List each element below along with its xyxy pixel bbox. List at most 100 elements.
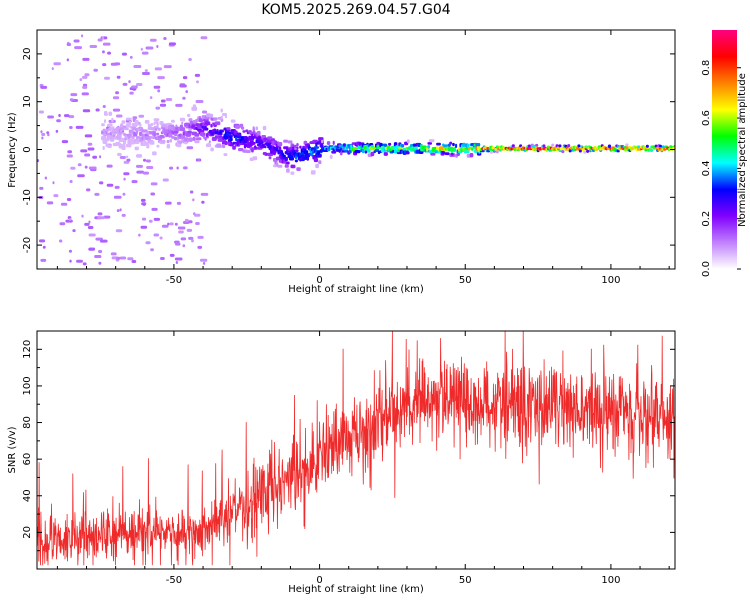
spectrogram-cell: [134, 141, 140, 144]
spectrogram-cell: [66, 197, 72, 201]
spectrogram-cell: [104, 119, 107, 124]
spectrogram-cell: [135, 82, 143, 86]
spectrogram-cell: [236, 142, 239, 146]
spectrogram-cell: [174, 222, 178, 226]
spectrogram-cell: [134, 119, 139, 125]
spectrogram-cell: [145, 46, 154, 50]
spectrogram-cell: [287, 140, 293, 144]
spectrogram-cell: [146, 165, 154, 169]
spectrogram-cell: [283, 154, 286, 158]
spectrogram-cell: [495, 150, 499, 154]
spectrogram-cell: [169, 138, 172, 143]
spectrogram-cell: [169, 253, 175, 257]
spectrogram-cell: [86, 188, 91, 192]
spectrogram-cell: [439, 148, 442, 152]
spectrogram-cell: [441, 151, 446, 155]
spectrogram-cell: [224, 135, 228, 140]
spectrogram-cell: [123, 177, 126, 181]
spectrogram-cell: [195, 221, 200, 225]
spectrogram-cell: [67, 150, 73, 154]
spectrogram-cell: [140, 225, 148, 229]
spectrogram-cell: [245, 129, 249, 133]
snr-x-ticks: -50 0 50 100: [56, 331, 670, 586]
spectrogram-cell: [53, 194, 59, 198]
spectrogram-cell: [69, 217, 72, 221]
spectrogram-cell: [176, 201, 181, 205]
spectrogram-cell: [77, 174, 85, 178]
colorbar-tick-label: 0.6: [701, 110, 712, 126]
spectrogram-cell: [202, 110, 208, 114]
spectrogram-cell: [74, 46, 82, 50]
spectrogram-cell: [561, 150, 565, 154]
spectrogram-cell: [121, 126, 125, 131]
spectrogram-cell: [160, 139, 166, 143]
spectrogram-cell: [150, 248, 154, 252]
spectrogram-cell: [450, 152, 454, 156]
spectrogram-y-tick-label: 10: [22, 95, 33, 108]
spectrogram-cell: [70, 166, 76, 170]
spectrogram-cell: [176, 166, 179, 170]
spectrogram-cell: [119, 256, 127, 260]
spectrogram-cell: [286, 168, 290, 173]
spectrogram-cell: [112, 96, 120, 100]
spectrogram-cell: [296, 167, 301, 171]
spectrogram-cell: [97, 38, 103, 42]
spectrogram-cell: [165, 98, 173, 102]
spectrogram-cell: [370, 151, 375, 157]
spectrogram-cell: [153, 233, 160, 237]
colorbar-ticks: 0.0 0.2 0.4 0.6 0.8: [701, 60, 741, 277]
spectrogram-cell: [82, 57, 90, 61]
spectrogram-cell: [645, 144, 649, 148]
spectrogram-cell: [405, 151, 410, 155]
spectrogram-x-tick-label: 100: [601, 275, 620, 286]
spectrogram-cell: [207, 142, 211, 148]
spectrogram-cell: [58, 114, 61, 118]
spectrogram-cell: [150, 122, 154, 127]
spectrogram-cell: [449, 141, 453, 145]
colorbar-label: Normalized spectral amplitude: [737, 73, 748, 227]
spectrogram-cell: [226, 132, 230, 136]
snr-series-line: [37, 331, 675, 566]
snr-y-tick-label: 80: [22, 416, 33, 429]
spectrogram-cell: [124, 135, 128, 139]
snr-x-tick-label: 0: [316, 575, 322, 586]
spectrogram-cell: [277, 141, 283, 147]
spectrogram-cell: [151, 207, 158, 211]
spectrogram-cell: [201, 200, 205, 204]
spectrogram-cell: [290, 164, 296, 169]
spectrogram-cell: [136, 130, 139, 135]
snr-x-label: Height of straight line (km): [288, 584, 424, 595]
spectrogram-cell: [490, 150, 494, 154]
spectrogram-cell: [238, 147, 244, 152]
spectrogram-cell: [87, 142, 93, 146]
spectrogram-cell: [81, 92, 89, 96]
spectrogram-cell: [427, 142, 433, 145]
spectrogram-cell: [303, 150, 309, 155]
spectrogram-cell: [102, 63, 107, 67]
spectrogram-cell: [165, 126, 169, 130]
spectrogram-cell: [182, 220, 190, 224]
spectrogram-cell: [259, 140, 264, 144]
spectrogram-cell: [166, 139, 170, 144]
spectrogram-cell: [102, 50, 105, 54]
spectrogram-cell: [162, 178, 169, 182]
snr-y-tick-label: 120: [22, 340, 33, 359]
spectrogram-cell: [207, 117, 210, 120]
spectrogram-cell: [187, 113, 191, 118]
spectrogram-cell: [182, 132, 185, 136]
spectrogram-cell: [223, 153, 228, 157]
spectrogram-cell: [47, 133, 50, 137]
spectrogram-cell: [123, 172, 130, 176]
spectrogram-cell: [578, 149, 582, 153]
spectrogram-cell: [110, 62, 118, 66]
snr-y-tick-label: 60: [22, 453, 33, 466]
spectrogram-cell: [153, 132, 156, 137]
spectrogram-cell: [428, 139, 435, 143]
spectrogram-cell: [455, 143, 458, 149]
spectrogram-cell: [303, 140, 308, 145]
spectrogram-y-tick-label: -20: [22, 237, 33, 253]
spectrogram-cell: [106, 183, 114, 187]
spectrogram-cell: [52, 181, 55, 185]
spectrogram-cell: [242, 130, 246, 133]
spectrogram-cell: [240, 126, 245, 130]
